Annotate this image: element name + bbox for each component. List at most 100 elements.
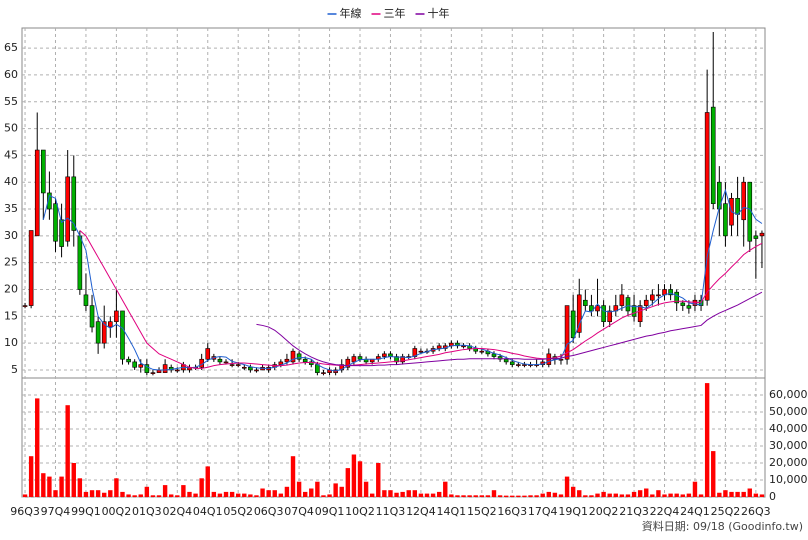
volume-bar <box>144 486 150 497</box>
volume-bar <box>53 490 58 497</box>
candle-body <box>497 356 503 360</box>
y-tick-label: 15 <box>4 309 18 322</box>
volume-bar <box>284 486 290 497</box>
candle-body <box>436 345 442 349</box>
volume-bar <box>339 486 344 497</box>
y-tick-label: 50 <box>4 122 18 135</box>
volume-bar <box>430 493 436 497</box>
volume-bar <box>22 494 28 497</box>
volume-bar <box>735 491 740 497</box>
source-note: 資料日期: 09/18 (Goodinfo.tw) <box>642 519 803 533</box>
x-tick-label: 15Q2 <box>467 505 497 518</box>
volume-bar <box>217 493 223 497</box>
volume-bar <box>229 491 235 497</box>
candle-body <box>223 361 229 364</box>
x-tick-label: 11Q3 <box>376 505 406 518</box>
candle-body <box>710 106 716 204</box>
volume-bar <box>254 495 259 497</box>
volume-tick-label: 50,000 <box>769 405 808 418</box>
x-tick-label: 99Q1 <box>71 505 101 518</box>
volume-bar <box>449 494 454 497</box>
volume-bar <box>491 490 497 497</box>
candle-body <box>138 364 144 368</box>
candle-body <box>235 364 241 366</box>
candle-body <box>394 356 399 363</box>
volume-bar <box>327 494 332 497</box>
x-tick-label: 09Q1 <box>315 505 345 518</box>
candle-body <box>248 366 253 371</box>
x-tick-label: 17Q4 <box>528 505 558 518</box>
volume-bar <box>485 495 491 497</box>
volume-bar <box>193 493 198 497</box>
volume-tick-label: 0 <box>769 490 776 503</box>
candle-body <box>631 305 637 317</box>
volume-bar <box>650 494 655 497</box>
volume-bar <box>41 473 46 497</box>
line-series <box>79 230 763 369</box>
candle-body <box>120 310 125 360</box>
x-tick-label: 97Q4 <box>41 505 71 518</box>
candle-body <box>692 299 698 306</box>
x-tick-label: 26Q3 <box>741 505 771 518</box>
candle-body <box>601 305 606 322</box>
volume-bar <box>516 495 521 497</box>
candle-body <box>576 294 582 333</box>
volume-bar <box>497 495 503 497</box>
volume-bar <box>729 491 734 497</box>
volume-bar <box>674 493 679 497</box>
x-tick-label: 02Q4 <box>162 505 192 518</box>
candle-body <box>41 149 46 194</box>
x-tick-label: 25Q2 <box>711 505 741 518</box>
volume-bar <box>71 463 76 497</box>
candle-body <box>717 181 722 210</box>
candle-body <box>357 356 363 360</box>
volume-bar <box>278 493 284 497</box>
volume-bar <box>138 494 143 497</box>
candle-body <box>759 232 765 237</box>
candle-body <box>34 149 40 237</box>
candle-body <box>65 176 70 242</box>
volume-bar <box>577 490 582 497</box>
volume-bar <box>357 461 363 497</box>
candle-body <box>302 358 308 363</box>
volume-bar <box>400 491 405 497</box>
volume-bar <box>290 456 296 497</box>
volume-bar <box>723 490 728 497</box>
volume-bar <box>406 490 411 497</box>
volume-bar <box>625 494 631 497</box>
candle-body <box>753 235 759 239</box>
candle-body <box>77 235 83 290</box>
volume-bar <box>540 493 545 497</box>
volume-bar <box>656 490 661 497</box>
volume-bar <box>102 492 107 497</box>
volume-bar <box>461 495 466 497</box>
volume-bar <box>150 495 156 497</box>
candle-body <box>22 305 28 307</box>
volume-bar <box>59 476 64 497</box>
volume-bar <box>412 490 418 497</box>
x-tick-label: 24Q1 <box>680 505 710 518</box>
volume-bar <box>260 488 265 497</box>
y-tick-label: 25 <box>4 256 18 269</box>
x-tick-label: 05Q2 <box>223 505 253 518</box>
volume-bar <box>272 490 277 497</box>
candle-body <box>564 305 570 360</box>
candle-body <box>132 361 137 368</box>
volume-bar <box>369 493 375 497</box>
candle-body <box>71 176 77 231</box>
volume-bar <box>631 491 637 497</box>
volume-bar <box>120 491 125 497</box>
candle-body <box>509 361 515 365</box>
volume-bar <box>436 491 442 497</box>
volume-bar <box>711 451 716 497</box>
candle-body <box>723 203 728 237</box>
y-tick-label: 20 <box>4 282 18 295</box>
candle-body <box>89 305 95 328</box>
volume-bar <box>65 405 70 497</box>
candle-body <box>491 353 497 357</box>
candle-body <box>656 294 661 297</box>
candle-body <box>229 364 235 366</box>
volume-bar <box>89 490 95 497</box>
